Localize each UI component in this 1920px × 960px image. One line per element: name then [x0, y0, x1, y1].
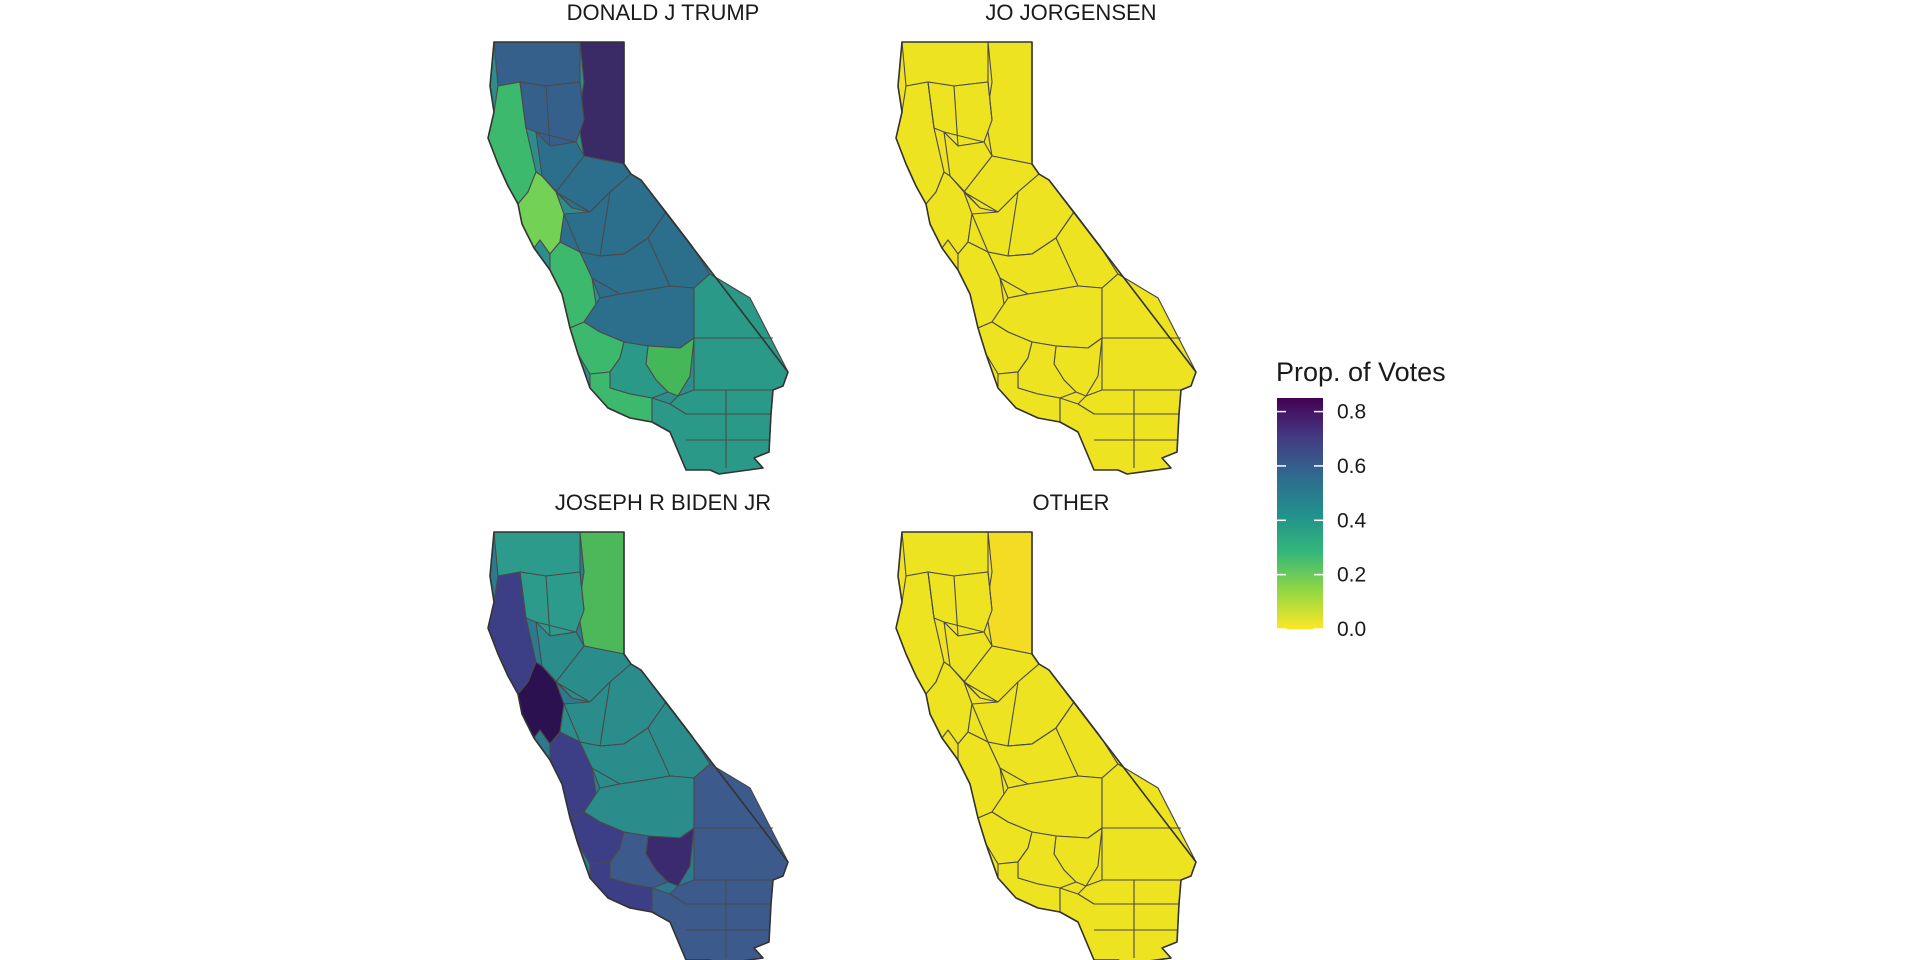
county-border-3 — [579, 81, 585, 121]
legend-tick-label: 0.8 — [1337, 401, 1366, 424]
county-region-1 — [901, 41, 989, 87]
color-legend: Prop. of Votes 0.8 0.6 0.4 0.2 0.0 — [1276, 357, 1446, 641]
panel-title-trump: DONALD J TRUMP — [567, 0, 760, 25]
county-border-15 — [555, 645, 585, 683]
county-border-7 — [591, 277, 621, 295]
county-border-14 — [599, 191, 611, 257]
county-region-17 — [1077, 389, 1182, 415]
county-border-6 — [971, 703, 989, 743]
panel-jo-jorgensen: JO JORGENSEN — [895, 0, 1197, 475]
county-region-17 — [669, 389, 774, 415]
county-region-17 — [1077, 879, 1182, 905]
county-region-2 — [577, 531, 625, 655]
county-border-15 — [963, 645, 993, 683]
county-border-2 — [545, 575, 551, 637]
panel-joseph-r-biden-jr: JOSEPH R BIDEN JR — [487, 490, 789, 960]
county-border-15 — [963, 155, 993, 193]
county-border-12 — [1007, 743, 1033, 747]
county-border-14 — [599, 681, 611, 747]
county-border-14 — [1007, 191, 1019, 257]
county-border-14 — [1007, 681, 1019, 747]
county-border-3 — [987, 571, 993, 611]
county-border-2 — [545, 85, 551, 147]
county-region-1 — [901, 531, 989, 577]
county-border-12 — [1007, 253, 1033, 257]
county-border-4 — [535, 131, 577, 143]
county-border-1 — [519, 81, 527, 129]
state-outline — [487, 41, 789, 475]
california-map-trump — [487, 41, 789, 475]
legend-tick-label: 0.4 — [1337, 509, 1367, 532]
legend-ticks: 0.8 0.6 0.4 0.2 0.0 — [1277, 401, 1367, 641]
california-map-other — [895, 531, 1197, 960]
county-border-3 — [987, 81, 993, 121]
legend-tick-label: 0.6 — [1337, 455, 1366, 478]
county-region-16 — [693, 763, 789, 881]
county-border-6 — [971, 213, 989, 253]
county-border-13 — [963, 681, 999, 703]
county-border-1 — [927, 571, 935, 619]
county-region-2 — [985, 531, 1033, 655]
county-border-15 — [555, 155, 585, 193]
county-region-1 — [493, 531, 581, 577]
county-border-4 — [943, 131, 985, 143]
county-border-2 — [953, 85, 959, 147]
legend-colorbar — [1277, 398, 1323, 629]
county-border-8 — [647, 237, 671, 287]
panel-title-other: OTHER — [1033, 490, 1110, 515]
county-region-2 — [577, 41, 625, 165]
county-region-16 — [693, 273, 789, 391]
legend-tick-label: 0.2 — [1337, 564, 1366, 587]
county-region-1 — [493, 41, 581, 87]
panel-title-biden: JOSEPH R BIDEN JR — [555, 490, 771, 515]
county-region-16 — [1101, 273, 1197, 391]
county-border-1 — [927, 81, 935, 129]
county-border-6 — [563, 703, 581, 743]
county-border-13 — [555, 191, 591, 213]
county-border-2 — [953, 575, 959, 637]
panel-donald-j-trump: DONALD J TRUMP — [487, 0, 789, 475]
county-region-17 — [669, 879, 774, 905]
county-region-2 — [985, 41, 1033, 165]
county-border-8 — [1055, 237, 1079, 287]
county-border-12 — [599, 253, 625, 257]
state-outline — [895, 531, 1197, 960]
county-border-1 — [519, 571, 527, 619]
county-border-7 — [591, 767, 621, 785]
county-border-8 — [1055, 727, 1079, 777]
county-border-13 — [555, 681, 591, 703]
california-map-biden — [487, 531, 789, 960]
california-map-jorgensen — [895, 41, 1197, 475]
county-border-7 — [999, 767, 1029, 785]
state-outline — [487, 531, 789, 960]
county-border-8 — [647, 727, 671, 777]
panel-other: OTHER — [895, 490, 1197, 960]
legend-title: Prop. of Votes — [1276, 357, 1446, 387]
legend-tick-label: 0.0 — [1337, 618, 1366, 641]
state-outline — [895, 41, 1197, 475]
county-border-6 — [563, 213, 581, 253]
county-region-16 — [1101, 763, 1197, 881]
county-border-4 — [535, 621, 577, 633]
county-border-13 — [963, 191, 999, 213]
panel-title-jorgensen: JO JORGENSEN — [985, 0, 1156, 25]
county-border-3 — [579, 571, 585, 611]
county-border-12 — [599, 743, 625, 747]
county-border-7 — [999, 277, 1029, 295]
county-border-4 — [943, 621, 985, 633]
